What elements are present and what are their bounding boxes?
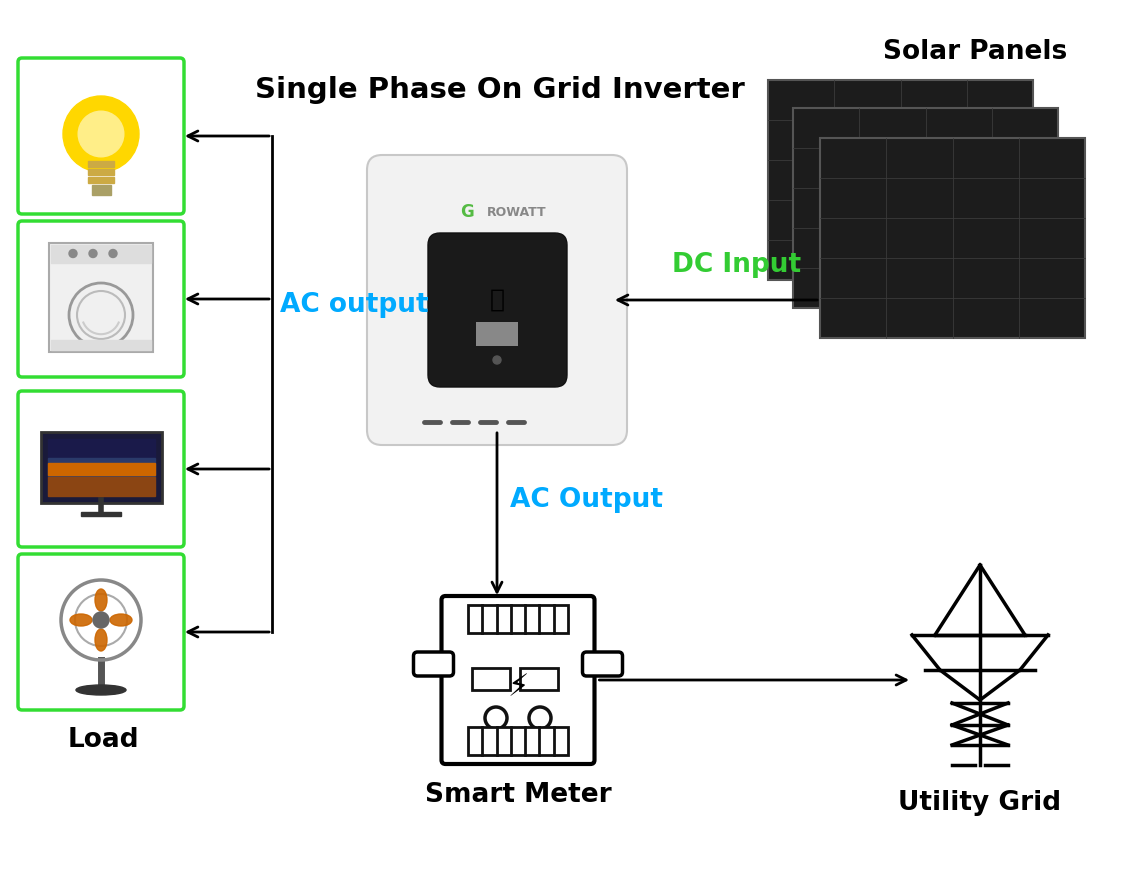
Ellipse shape xyxy=(95,589,107,611)
FancyBboxPatch shape xyxy=(820,138,1085,338)
Text: AC Output: AC Output xyxy=(510,487,663,513)
Text: Load: Load xyxy=(67,727,139,753)
Bar xyxy=(469,605,568,633)
Ellipse shape xyxy=(95,629,107,651)
FancyBboxPatch shape xyxy=(367,155,627,445)
Bar xyxy=(520,668,557,690)
FancyBboxPatch shape xyxy=(441,596,594,764)
Circle shape xyxy=(79,111,124,157)
Bar xyxy=(81,512,121,515)
Text: DC Input: DC Input xyxy=(671,252,801,278)
Bar xyxy=(469,727,568,755)
FancyBboxPatch shape xyxy=(18,221,184,377)
FancyBboxPatch shape xyxy=(477,322,518,346)
Circle shape xyxy=(89,249,97,257)
Circle shape xyxy=(70,249,78,257)
FancyBboxPatch shape xyxy=(49,242,153,352)
FancyBboxPatch shape xyxy=(793,108,1058,308)
FancyBboxPatch shape xyxy=(41,432,162,503)
Bar xyxy=(88,160,114,166)
Bar xyxy=(91,184,111,195)
Text: Utility Grid: Utility Grid xyxy=(898,790,1061,816)
Circle shape xyxy=(63,96,139,172)
Text: 🌿: 🌿 xyxy=(489,288,505,312)
Bar xyxy=(51,245,150,263)
FancyBboxPatch shape xyxy=(583,652,622,676)
Text: AC output: AC output xyxy=(280,292,429,318)
Circle shape xyxy=(93,612,109,628)
Bar xyxy=(88,168,114,174)
Bar xyxy=(48,439,155,457)
Text: Solar Panels: Solar Panels xyxy=(882,39,1067,65)
Bar xyxy=(88,176,114,182)
Bar xyxy=(472,668,510,690)
Bar xyxy=(48,463,155,475)
FancyBboxPatch shape xyxy=(428,233,567,387)
Ellipse shape xyxy=(109,614,132,626)
Ellipse shape xyxy=(70,614,92,626)
Ellipse shape xyxy=(76,685,127,695)
FancyBboxPatch shape xyxy=(18,554,184,710)
Text: Single Phase On Grid Inverter: Single Phase On Grid Inverter xyxy=(255,76,744,104)
Text: Smart Meter: Smart Meter xyxy=(425,782,611,808)
Circle shape xyxy=(109,249,117,257)
FancyBboxPatch shape xyxy=(18,58,184,214)
Circle shape xyxy=(492,356,500,364)
FancyBboxPatch shape xyxy=(18,391,184,547)
Text: ⚡: ⚡ xyxy=(507,674,529,702)
FancyBboxPatch shape xyxy=(414,652,454,676)
Bar xyxy=(48,476,155,496)
Bar xyxy=(48,457,155,476)
Text: G: G xyxy=(461,203,474,221)
FancyBboxPatch shape xyxy=(768,80,1033,280)
Bar xyxy=(51,339,150,350)
Text: ROWATT: ROWATT xyxy=(487,206,546,219)
